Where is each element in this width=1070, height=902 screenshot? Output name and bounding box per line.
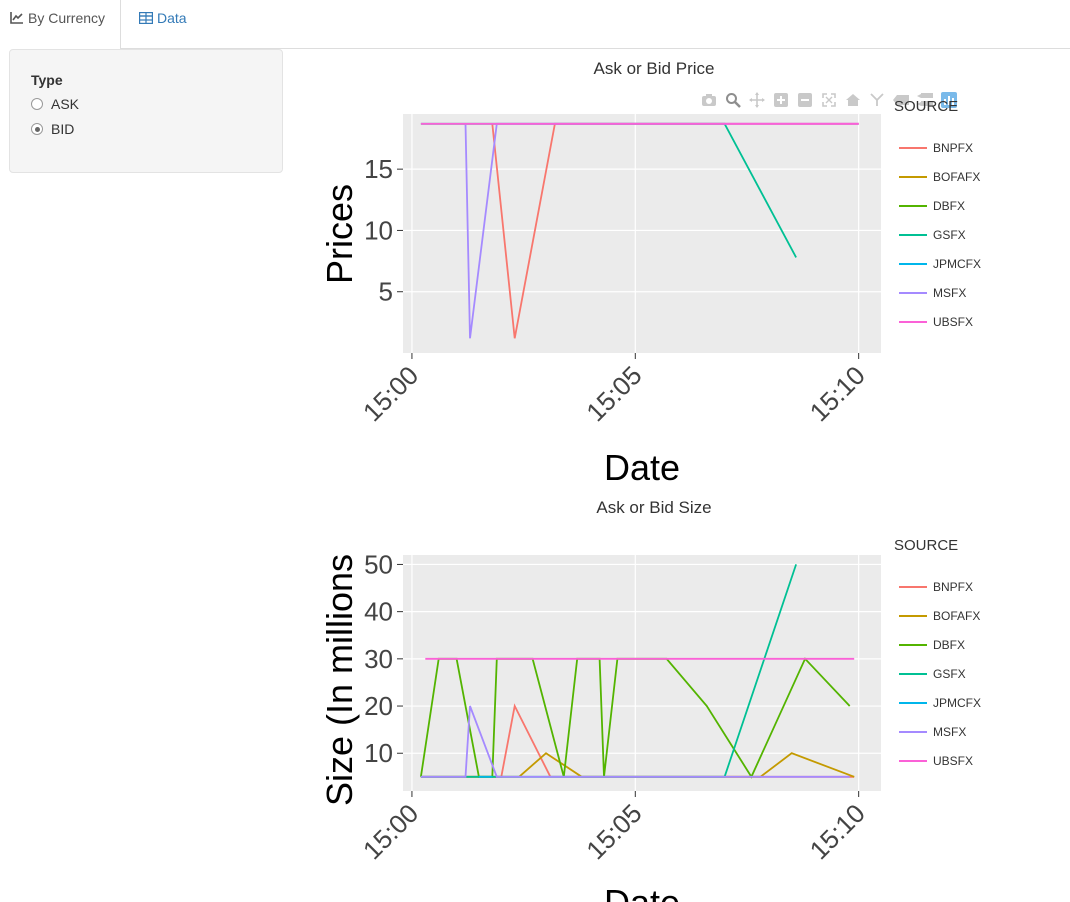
legend-label-dbfx[interactable]: DBFX [933, 199, 965, 213]
series-line-msfx [464, 122, 859, 339]
x-tick-label: 15:05 [580, 798, 647, 865]
x-tick-label: 15:10 [804, 798, 871, 865]
series-line-bofafx [420, 752, 855, 778]
legend-label-bofafx[interactable]: BOFAFX [933, 170, 980, 184]
legend-label-msfx[interactable]: MSFX [933, 725, 966, 739]
legend-label-ubsfx[interactable]: UBSFX [933, 315, 973, 329]
price-y-ticks: 5 10 15 [364, 154, 403, 307]
price-x-label: Date [604, 447, 680, 488]
size-x-label: Date [604, 882, 680, 902]
radio-ask-label: ASK [51, 96, 80, 112]
price-chart-title: Ask or Bid Price [594, 59, 715, 78]
series-line-dbfx [420, 657, 851, 779]
radio-ask-circle[interactable] [31, 98, 43, 110]
plotly-logo-icon[interactable] [940, 92, 958, 108]
series-line-gsfx [420, 122, 797, 258]
legend-title: SOURCE [894, 537, 958, 554]
y-tick-label: 15 [364, 154, 393, 184]
radio-bid-circle[interactable] [31, 123, 43, 135]
zoom-out-icon[interactable] [796, 92, 814, 108]
radio-ask[interactable]: ASK [31, 96, 79, 112]
tab-by-currency-label: By Currency [28, 10, 106, 26]
legend-label-jpmcfx[interactable]: JPMCFX [933, 696, 981, 710]
x-tick-label: 15:00 [357, 798, 424, 865]
tab-bar: By Currency Data [0, 0, 1070, 49]
legend-label-msfx[interactable]: MSFX [933, 286, 966, 300]
tab-by-currency[interactable]: By Currency [0, 0, 121, 49]
price-y-label: Prices [319, 184, 360, 284]
legend-label-gsfx[interactable]: GSFX [933, 667, 966, 681]
y-tick-label: 20 [364, 691, 393, 721]
y-tick-label: 50 [364, 549, 393, 579]
size-series-lines [420, 564, 855, 779]
hover-closest-icon[interactable] [892, 92, 910, 108]
y-tick-label: 30 [364, 644, 393, 674]
tab-data-label: Data [157, 10, 187, 26]
x-tick-label: 15:05 [580, 360, 647, 427]
legend-label-bnpfx[interactable]: BNPFX [933, 141, 973, 155]
price-chart-group: Ask or Bid Price 5 10 15 15:00 15:05 15:10 D… [319, 59, 981, 488]
legend-label-jpmcfx[interactable]: JPMCFX [933, 257, 981, 271]
spike-lines-icon[interactable] [868, 92, 886, 108]
hover-compare-icon[interactable] [916, 92, 934, 108]
plot-modebar [700, 92, 958, 108]
zoom-in-icon[interactable] [772, 92, 790, 108]
x-tick-label: 15:10 [804, 360, 871, 427]
legend-label-ubsfx[interactable]: UBSFX [933, 754, 973, 768]
price-grid [403, 114, 881, 353]
x-tick-label: 15:00 [357, 360, 424, 427]
size-x-ticks: 15:00 15:05 15:10 [357, 791, 871, 865]
reset-axes-icon[interactable] [844, 92, 862, 108]
type-panel: Type ASK BID [9, 49, 283, 173]
y-tick-label: 10 [364, 215, 393, 245]
type-label: Type [31, 72, 63, 88]
legend-label-dbfx[interactable]: DBFX [933, 638, 965, 652]
size-plot-area [403, 555, 881, 791]
series-line-bnpfx [420, 703, 855, 778]
size-chart-title: Ask or Bid Size [596, 498, 711, 517]
y-tick-label: 40 [364, 597, 393, 627]
legend-label-bnpfx[interactable]: BNPFX [933, 580, 973, 594]
radio-bid-label: BID [51, 121, 75, 137]
size-y-label: Size (In millions [319, 554, 360, 806]
line-chart-icon [10, 12, 23, 24]
table-icon [139, 12, 153, 24]
tab-data[interactable]: Data [139, 0, 187, 48]
size-legend: SOURCE BNPFX BOFAFX DBFX GSFX JPMCFX MSFX UBSFX [894, 537, 981, 768]
legend-label-gsfx[interactable]: GSFX [933, 228, 966, 242]
size-grid [403, 555, 881, 791]
price-x-ticks: 15:00 15:05 15:10 [357, 353, 871, 427]
autoscale-icon[interactable] [820, 92, 838, 108]
zoom-icon[interactable] [724, 92, 742, 108]
series-line-gsfx [420, 564, 797, 778]
y-tick-label: 5 [379, 277, 393, 307]
size-y-ticks: 10 20 30 40 50 [364, 549, 403, 768]
legend-label-bofafx[interactable]: BOFAFX [933, 609, 980, 623]
pan-icon[interactable] [748, 92, 766, 108]
price-plot-area [403, 114, 881, 353]
camera-icon[interactable] [700, 92, 718, 108]
radio-bid[interactable]: BID [31, 121, 74, 137]
y-tick-label: 10 [364, 738, 393, 768]
series-line-bnpfx [491, 122, 859, 339]
series-line-msfx [420, 705, 850, 778]
price-series-lines [420, 122, 859, 339]
